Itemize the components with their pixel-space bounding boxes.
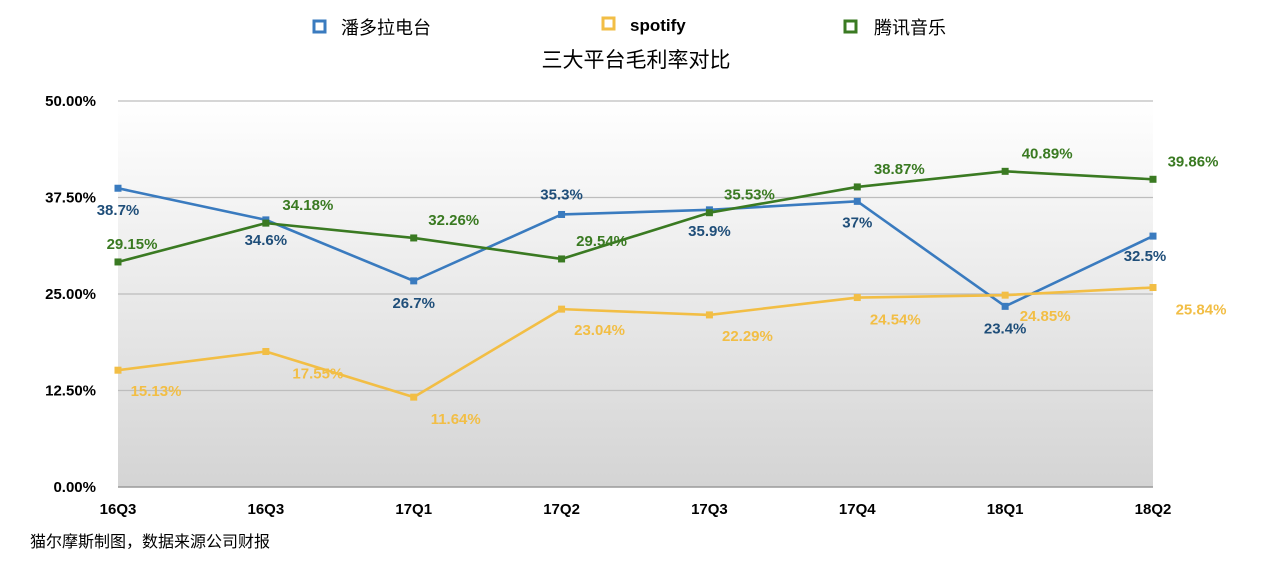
data-label-spotify: 23.04% [574,322,625,339]
source-note: 猫尔摩斯制图，数据来源公司财报 [30,532,270,551]
series-line-pandora [117,186,1154,308]
data-point-tencent-music [410,234,418,242]
data-label-tencent-music: 40.89% [1022,145,1073,162]
legend-item-tencent-music: 腾讯音乐 [843,18,946,39]
data-label-tencent-music: 35.53% [724,187,775,204]
x-axis-ticks: 16Q3 16Q3 17Q1 17Q2 17Q3 17Q4 18Q1 18Q2 [100,501,1172,518]
data-label-spotify: 25.84% [1176,302,1227,319]
data-label-pandora: 34.6% [245,232,288,249]
x-tick-label: 16Q3 [100,501,137,518]
data-label-pandora: 23.4% [984,320,1027,337]
x-tick-label: 17Q2 [543,501,580,518]
data-label-tencent-music: 29.15% [107,236,158,253]
data-point-pandora [853,197,861,205]
data-point-spotify [1149,284,1157,292]
data-point-spotify [558,305,566,313]
data-label-spotify: 24.54% [870,312,921,329]
legend-swatch-spotify [601,16,616,31]
data-label-pandora: 35.9% [688,223,731,240]
x-tick-label: 17Q4 [839,501,876,518]
data-label-pandora: 38.7% [97,202,140,219]
data-label-spotify: 22.29% [722,328,773,345]
data-point-tencent-music [262,219,270,227]
data-point-tencent-music [1001,167,1009,175]
legend-item-spotify: spotify [601,16,686,35]
data-label-tencent-music: 34.18% [282,197,333,214]
data-point-pandora [1001,302,1009,310]
data-label-pandora: 26.7% [392,295,435,312]
data-label-pandora: 32.5% [1124,248,1167,265]
y-tick-label: 0.00% [53,479,96,496]
data-label-pandora: 37% [842,214,872,231]
y-axis-ticks: 0.00% 12.50% 25.00% 37.50% 50.00% [45,93,96,496]
data-label-tencent-music: 32.26% [428,212,479,229]
series-line-spotify [117,286,1154,399]
data-label-pandora: 35.3% [540,186,583,203]
data-point-tencent-music [114,258,122,266]
data-label-spotify: 11.64% [431,411,481,428]
data-point-spotify [114,366,122,374]
legend-label-pandora: 潘多拉电台 [341,18,431,39]
data-label-spotify: 15.13% [131,383,182,400]
data-label-spotify: 24.85% [1020,308,1071,325]
x-tick-label: 18Q2 [1135,501,1172,518]
x-tick-label: 16Q3 [248,501,285,518]
data-point-pandora [114,184,122,192]
data-point-pandora [558,210,566,218]
legend-swatch-pandora [312,19,327,34]
y-tick-label: 12.50% [45,383,96,400]
legend-item-pandora: 潘多拉电台 [312,18,431,39]
data-point-tencent-music [558,255,566,263]
y-tick-label: 37.50% [45,190,96,207]
data-labels: 38.7% 34.6% 26.7% 35.3% 35.9% 37% 23.4% 32.5% 15… [97,145,1227,428]
series-line-tencent-music [117,170,1154,264]
data-point-pandora [1149,232,1157,240]
data-label-spotify: 17.55% [292,366,343,383]
data-point-spotify [262,348,270,356]
x-tick-label: 17Q1 [395,501,432,518]
legend-label-spotify: spotify [630,16,686,35]
x-tick-label: 18Q1 [987,501,1024,518]
data-point-tencent-music [853,183,861,191]
series-lines [114,167,1157,401]
data-point-spotify [705,311,713,319]
data-point-spotify [410,393,418,401]
grid-lines [118,100,1153,488]
y-tick-label: 50.00% [45,93,96,110]
legend-label-tencent-music: 腾讯音乐 [874,18,946,39]
chart-title: 三大平台毛利率对比 [542,48,731,72]
legend-swatch-tencent-music [843,19,858,34]
data-label-tencent-music: 29.54% [576,233,627,250]
y-tick-label: 25.00% [45,286,96,303]
legend: 潘多拉电台 spotify 腾讯音乐 [312,16,946,39]
data-label-tencent-music: 38.87% [874,161,925,178]
data-label-tencent-music: 39.86% [1168,153,1219,170]
data-point-tencent-music [705,209,713,217]
x-tick-label: 17Q3 [691,501,728,518]
data-point-tencent-music [1149,175,1157,183]
data-point-spotify [1001,291,1009,299]
data-point-pandora [410,277,418,285]
data-point-spotify [853,294,861,302]
